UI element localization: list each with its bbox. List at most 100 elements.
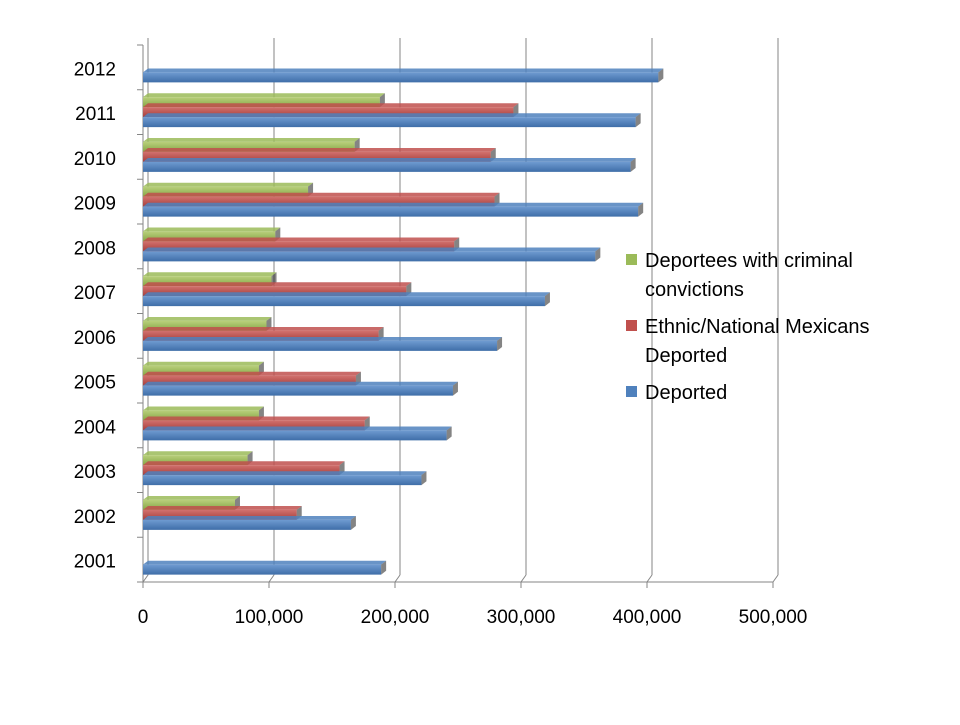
gridline-foot [520, 574, 527, 583]
legend-label: Deported [645, 345, 727, 367]
value-tick-label: 100,000 [235, 607, 304, 628]
bar-top-face [143, 327, 384, 331]
bar-side-face [421, 471, 427, 486]
bar-front-face [143, 430, 447, 441]
bar-deported-2004 [143, 426, 452, 441]
gridline-foot [772, 574, 779, 583]
bar-front-face [143, 151, 491, 162]
bar-front-face [143, 186, 309, 197]
gridline-foot [394, 574, 401, 583]
bar-deportees-with-criminal-convictions-2004 [143, 406, 264, 421]
value-tick-label: 0 [138, 607, 149, 628]
category-label: 2010 [74, 149, 116, 170]
bar-side-face [630, 158, 636, 172]
bar-front-face [143, 455, 248, 466]
bar-top-face [143, 471, 427, 476]
bar-top-face [143, 461, 345, 466]
bar-deported-2009 [143, 202, 644, 217]
legend-label: Deportees with criminal [645, 250, 853, 272]
bar-deported-2006 [143, 337, 503, 351]
bar-front-face [143, 519, 351, 530]
bar-top-face [143, 272, 277, 277]
bar-side-face [446, 426, 452, 441]
category-label: 2008 [74, 238, 116, 259]
category-label: 2002 [74, 507, 116, 528]
bar-front-face [143, 375, 356, 386]
category-label: 2007 [74, 283, 116, 304]
gridline-foot [646, 574, 653, 583]
legend-label: Deported [645, 382, 727, 404]
bar-front-face [143, 296, 545, 307]
bar-front-face [143, 251, 596, 262]
bar-deported-2010 [143, 158, 636, 172]
bar-side-face [350, 516, 356, 530]
value-tick-label: 400,000 [613, 607, 682, 628]
bar-top-face [143, 292, 550, 297]
bar-front-face [143, 475, 422, 486]
bar-top-face [143, 337, 503, 341]
gridlines [268, 38, 779, 583]
bar-top-face [143, 451, 253, 456]
value-tick-label: 500,000 [739, 607, 808, 628]
bar-top-face [143, 506, 302, 510]
bar-top-face [143, 560, 387, 565]
bar-front-face [143, 420, 365, 431]
bar-top-face [143, 496, 240, 500]
bar-side-face [544, 292, 550, 307]
bar-side-face [658, 68, 664, 83]
bar-top-face [143, 182, 314, 187]
tick-labels: 2001 2002 2003 2004 2005 2006 2007 2008 2009 2010… [74, 59, 808, 628]
bar-top-face [143, 202, 644, 207]
bar-side-face [595, 247, 601, 262]
category-label: 2009 [74, 194, 116, 215]
bar-front-face [143, 564, 382, 575]
bar-deported-2003 [143, 471, 427, 486]
legend-swatch [626, 254, 637, 265]
bar-top-face [143, 361, 264, 366]
legend-item: Deported [626, 382, 727, 404]
category-label: 2005 [74, 373, 116, 394]
category-label: 2001 [74, 552, 116, 573]
legend-swatch [626, 320, 637, 331]
bar-front-face [143, 320, 267, 331]
bar-top-face [143, 93, 385, 98]
bar-top-face [143, 247, 601, 252]
legend-item: Deportees with criminal convictions [626, 250, 853, 301]
bar-front-face [143, 117, 636, 128]
bar-front-face [143, 410, 259, 421]
bar-top-face [143, 282, 412, 287]
bar-top-face [143, 237, 460, 242]
category-label: 2004 [74, 417, 117, 438]
bar-front-face [143, 97, 380, 108]
bar-top-face [143, 103, 519, 108]
bar-front-face [143, 161, 631, 172]
bar-front-face [143, 141, 355, 152]
bar-front-face [143, 509, 297, 520]
bar-front-face [143, 340, 498, 351]
category-label: 2012 [74, 59, 116, 80]
bar-top-face [143, 192, 500, 197]
bar-top-face [143, 158, 636, 162]
bar-ethnic-national-mexicans-deported-2005 [143, 371, 361, 386]
bar-front-face [143, 330, 379, 341]
legend-item: Ethnic/National Mexicans Deported [626, 316, 870, 367]
bar-top-face [143, 68, 664, 73]
bar-front-face [143, 286, 407, 297]
bar-top-face [143, 138, 360, 142]
bar-top-face [143, 227, 281, 232]
category-label: 2006 [74, 328, 116, 349]
category-label: 2011 [75, 104, 116, 125]
legend-label: convictions [645, 279, 744, 301]
bar-front-face [143, 465, 340, 476]
bar-top-face [143, 416, 370, 421]
bar-top-face [143, 148, 496, 152]
bar-deported-2001 [143, 560, 387, 575]
bar-top-face [143, 406, 264, 411]
axes [137, 38, 774, 588]
bar-top-face [143, 371, 361, 376]
bar-deported-2008 [143, 247, 601, 262]
bar-side-face [452, 381, 458, 396]
bar-deported-2002 [143, 516, 356, 530]
bar-top-face [143, 113, 641, 118]
